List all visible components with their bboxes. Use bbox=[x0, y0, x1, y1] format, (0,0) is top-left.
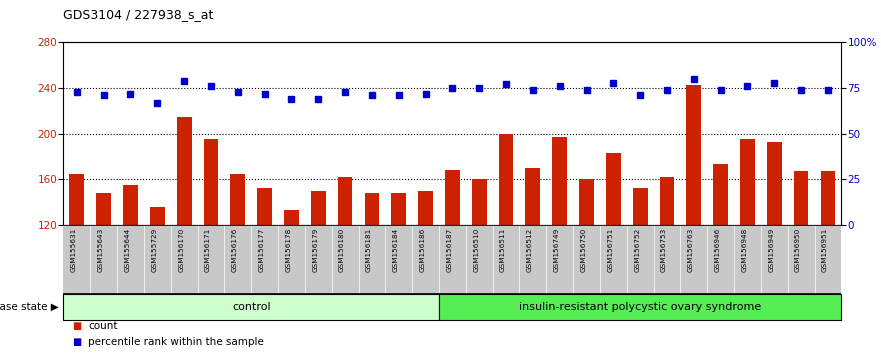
Bar bbox=[633, 188, 648, 225]
Text: GSM155631: GSM155631 bbox=[70, 228, 77, 273]
Bar bbox=[418, 190, 433, 225]
Bar bbox=[96, 193, 111, 225]
Bar bbox=[177, 116, 191, 225]
Text: GSM156951: GSM156951 bbox=[822, 228, 828, 273]
Text: GDS3104 / 227938_s_at: GDS3104 / 227938_s_at bbox=[63, 8, 214, 21]
Text: GSM156187: GSM156187 bbox=[447, 228, 453, 273]
Text: GSM156186: GSM156186 bbox=[419, 228, 426, 273]
Bar bbox=[606, 153, 621, 225]
Text: GSM156177: GSM156177 bbox=[259, 228, 264, 273]
Bar bbox=[445, 170, 460, 225]
Text: insulin-resistant polycystic ovary syndrome: insulin-resistant polycystic ovary syndr… bbox=[519, 302, 761, 312]
Text: GSM156179: GSM156179 bbox=[312, 228, 318, 273]
Bar bbox=[337, 177, 352, 225]
Text: GSM156763: GSM156763 bbox=[688, 228, 694, 273]
Text: GSM156750: GSM156750 bbox=[581, 228, 587, 273]
Text: GSM156171: GSM156171 bbox=[205, 228, 211, 273]
Bar bbox=[767, 142, 781, 225]
Bar bbox=[472, 179, 486, 225]
Text: GSM156752: GSM156752 bbox=[634, 228, 640, 273]
Bar bbox=[311, 190, 326, 225]
Text: GSM156510: GSM156510 bbox=[473, 228, 479, 273]
Bar bbox=[257, 188, 272, 225]
Text: GSM156176: GSM156176 bbox=[232, 228, 238, 273]
Bar bbox=[204, 139, 218, 225]
Bar bbox=[794, 171, 809, 225]
Text: GSM156950: GSM156950 bbox=[796, 228, 801, 273]
Bar bbox=[63, 294, 439, 320]
Bar bbox=[740, 139, 755, 225]
Bar bbox=[579, 179, 594, 225]
Bar bbox=[391, 193, 406, 225]
Text: GSM156751: GSM156751 bbox=[607, 228, 613, 273]
Text: GSM156181: GSM156181 bbox=[366, 228, 372, 273]
Bar bbox=[231, 173, 245, 225]
Text: GSM156170: GSM156170 bbox=[178, 228, 184, 273]
Text: GSM156512: GSM156512 bbox=[527, 228, 533, 273]
Bar bbox=[499, 133, 514, 225]
Bar bbox=[714, 164, 728, 225]
Bar bbox=[439, 294, 841, 320]
Text: GSM156180: GSM156180 bbox=[339, 228, 345, 273]
Text: GSM156949: GSM156949 bbox=[768, 228, 774, 273]
Bar bbox=[820, 171, 835, 225]
Bar bbox=[552, 137, 567, 225]
Bar bbox=[660, 177, 674, 225]
Text: GSM156948: GSM156948 bbox=[742, 228, 747, 273]
Text: control: control bbox=[232, 302, 270, 312]
Text: GSM156749: GSM156749 bbox=[553, 228, 559, 273]
Text: GSM155644: GSM155644 bbox=[124, 228, 130, 273]
Text: GSM156184: GSM156184 bbox=[393, 228, 399, 273]
Bar bbox=[686, 85, 701, 225]
Text: GSM156178: GSM156178 bbox=[285, 228, 292, 273]
Text: GSM156753: GSM156753 bbox=[661, 228, 667, 273]
Text: GSM156946: GSM156946 bbox=[714, 228, 721, 273]
Text: ■: ■ bbox=[72, 321, 81, 331]
Text: ■: ■ bbox=[72, 337, 81, 347]
Text: GSM155643: GSM155643 bbox=[98, 228, 104, 273]
Text: count: count bbox=[88, 321, 117, 331]
Bar bbox=[365, 193, 380, 225]
Bar bbox=[123, 185, 137, 225]
Text: percentile rank within the sample: percentile rank within the sample bbox=[88, 337, 264, 347]
Bar bbox=[70, 173, 85, 225]
Text: disease state ▶: disease state ▶ bbox=[0, 302, 59, 312]
Bar bbox=[150, 207, 165, 225]
Bar bbox=[525, 168, 540, 225]
Text: GSM155729: GSM155729 bbox=[152, 228, 158, 273]
Bar bbox=[284, 210, 299, 225]
Text: GSM156511: GSM156511 bbox=[500, 228, 506, 273]
